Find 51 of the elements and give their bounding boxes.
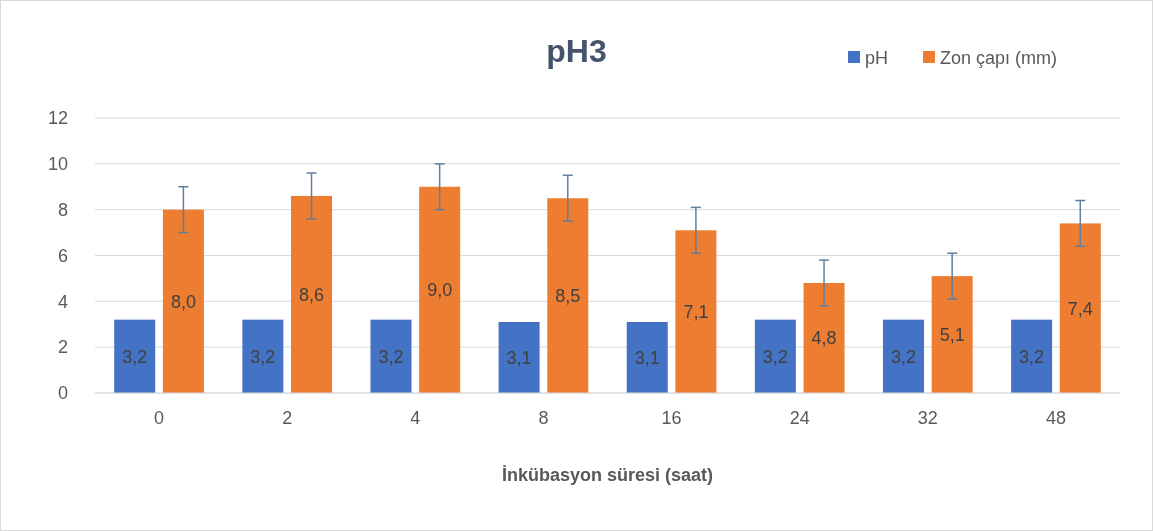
data-label: 8,5 xyxy=(555,285,581,306)
x-tick-label: 48 xyxy=(1045,408,1066,428)
bar xyxy=(1011,319,1053,393)
bar xyxy=(498,321,540,393)
data-label: 4,8 xyxy=(811,328,837,349)
data-label: 3,2 xyxy=(250,346,276,367)
bar xyxy=(675,230,717,393)
x-tick-label: 4 xyxy=(410,408,421,428)
bar xyxy=(291,195,333,393)
data-label: 3,2 xyxy=(378,346,404,367)
data-label: 3,1 xyxy=(506,347,532,368)
data-label: 8,0 xyxy=(170,291,196,312)
bar xyxy=(1059,223,1101,393)
bar xyxy=(882,319,924,393)
y-tick-label: 2 xyxy=(57,337,68,358)
x-tick-label: 24 xyxy=(789,408,810,428)
bar xyxy=(162,209,204,393)
data-label: 5,1 xyxy=(939,324,965,345)
y-tick-label: 10 xyxy=(47,154,68,175)
x-tick-label: 8 xyxy=(538,408,549,428)
x-axis-title: İnkübasyon süresi (saat) xyxy=(501,465,714,485)
data-label: 9,0 xyxy=(427,280,453,301)
x-tick-label: 0 xyxy=(154,408,165,428)
data-label: 3,2 xyxy=(122,346,148,367)
bar xyxy=(114,319,156,393)
chart-title: pH3 xyxy=(546,33,607,69)
y-tick-label: 12 xyxy=(47,108,68,129)
bar xyxy=(626,321,668,393)
bar xyxy=(754,319,796,393)
bar xyxy=(931,276,973,393)
y-tick-label: 4 xyxy=(57,291,68,312)
bar xyxy=(547,198,589,393)
y-tick-label: 8 xyxy=(57,199,68,220)
bar xyxy=(419,186,461,393)
bar xyxy=(803,283,845,393)
data-label: 7,1 xyxy=(683,301,709,322)
y-tick-label: 0 xyxy=(57,383,68,404)
data-label: 7,4 xyxy=(1067,298,1093,319)
legend-label: Zon çapı (mm) xyxy=(940,48,1058,69)
data-label: 3,2 xyxy=(762,346,788,367)
data-label: 3,1 xyxy=(634,347,660,368)
data-label: 8,6 xyxy=(299,284,325,305)
data-label: 3,2 xyxy=(890,346,916,367)
legend-label: pH xyxy=(865,48,889,69)
x-tick-label: 16 xyxy=(661,408,682,428)
data-label: 3,2 xyxy=(1019,346,1045,367)
bar xyxy=(370,319,412,393)
x-tick-label: 32 xyxy=(917,408,938,428)
y-tick-label: 6 xyxy=(57,245,68,266)
bar xyxy=(242,319,284,393)
x-tick-label: 2 xyxy=(282,408,293,428)
